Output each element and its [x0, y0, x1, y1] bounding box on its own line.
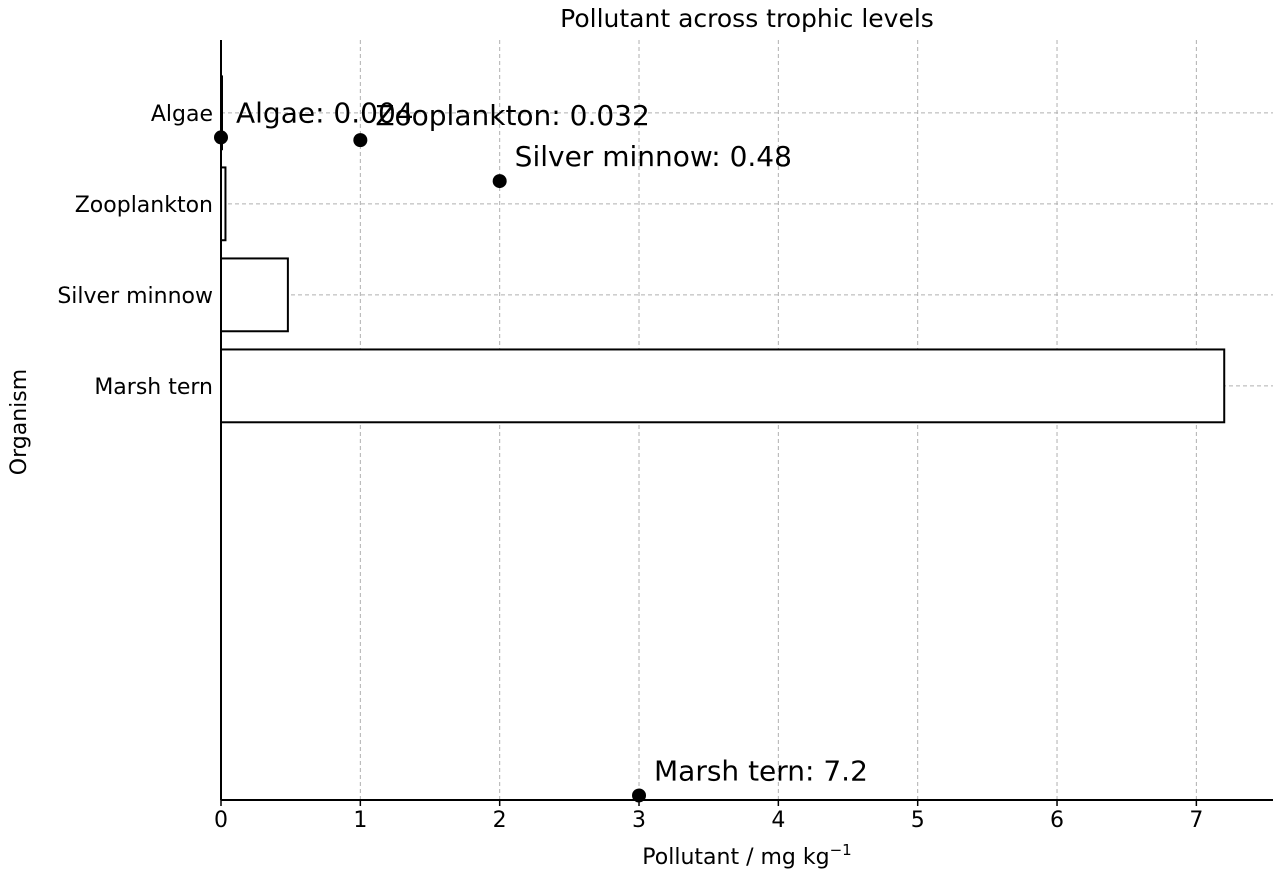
marker-point-3 — [632, 788, 647, 803]
ticks: Algae Zooplankton Silver minnow Marsh tern 0… — [57, 102, 1203, 833]
y-axis-title: Organism — [7, 369, 32, 475]
marker-point-2 — [492, 174, 507, 189]
y-tick-label-1: Zooplankton — [75, 193, 213, 218]
marker-point-0 — [214, 130, 228, 145]
data-label-3: Marsh tern: 7.2 — [654, 754, 868, 787]
x-tick-label-2: 2 — [493, 808, 507, 833]
data-label-1: Zooplankton: 0.032 — [375, 99, 649, 132]
x-tick-label-0: 0 — [214, 808, 228, 833]
x-tick-label-1: 1 — [353, 808, 367, 833]
bar-3 — [220, 348, 1226, 424]
x-axis-title-sup: −1 — [830, 841, 852, 859]
marker-point-1 — [353, 133, 368, 148]
data-label-2: Silver minnow: 0.48 — [515, 140, 792, 173]
y-tick-label-2: Silver minnow — [57, 284, 213, 309]
x-tick-label-6: 6 — [1050, 808, 1064, 833]
x-tick-label-3: 3 — [632, 808, 646, 833]
chart-title: Pollutant across trophic levels — [560, 4, 934, 33]
y-tick-label-0: Algae — [151, 102, 213, 127]
axes — [220, 40, 1273, 801]
x-axis-title: Pollutant / mg kg−1 — [642, 841, 851, 870]
bar-2 — [220, 257, 289, 333]
data-label-0: Algae: 0.004 — [236, 96, 414, 129]
x-tick-label-5: 5 — [911, 808, 925, 833]
x-tick-label-7: 7 — [1189, 808, 1203, 833]
y-tick-label-3: Marsh tern — [94, 375, 213, 400]
x-axis-title-main: Pollutant / mg kg — [642, 845, 829, 870]
x-tick-label-4: 4 — [771, 808, 785, 833]
